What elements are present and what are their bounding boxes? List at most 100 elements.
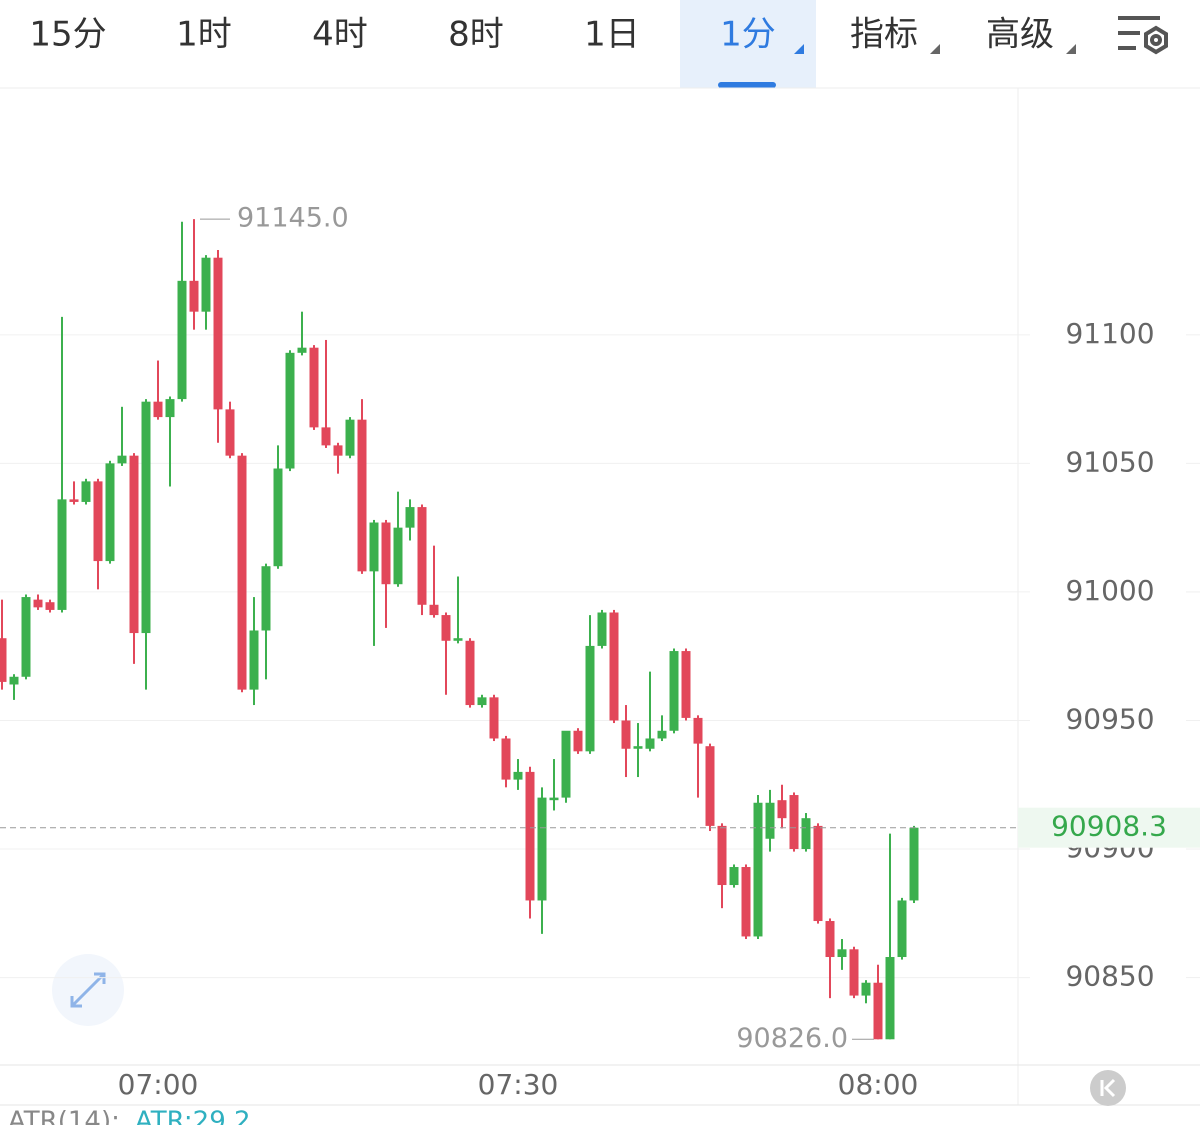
candle-body (681, 651, 691, 718)
candle-body (765, 802, 775, 839)
candle-body (597, 612, 607, 646)
last-price-box (1018, 807, 1200, 848)
candle-body (225, 409, 235, 456)
candle-body (633, 746, 643, 749)
candle-body (885, 957, 895, 1040)
candle-body (357, 419, 367, 572)
candle-body (0, 638, 7, 682)
candle-body (165, 399, 175, 418)
low-label: 90826.0 (736, 1023, 848, 1054)
candle-body (213, 257, 223, 410)
candle-body (141, 401, 151, 634)
y-tick-label: 90950 (1065, 702, 1154, 735)
candle-body (717, 825, 727, 886)
tab[interactable]: 4时 (312, 15, 368, 55)
indicator-name: ATR(14): (8, 1107, 120, 1125)
active-tab-underline (718, 82, 776, 88)
tab-bar (0, 0, 1200, 88)
tab[interactable]: 高级 (986, 15, 1054, 55)
candle-body (477, 697, 487, 706)
candle-body (561, 730, 571, 798)
candle-body (21, 597, 31, 677)
candle-body (621, 720, 631, 749)
candle-body (201, 257, 211, 312)
candle-body (105, 463, 115, 562)
candle-body (657, 730, 667, 739)
x-tick-label: 07:30 (478, 1068, 559, 1101)
x-tick-label: 08:00 (838, 1068, 919, 1101)
candle-body (837, 949, 847, 958)
candle-body (513, 771, 523, 780)
y-tick-label: 90850 (1065, 960, 1154, 993)
tab[interactable]: 1分 (720, 15, 776, 55)
tab[interactable]: 指标 (850, 15, 918, 55)
candle-body (789, 795, 799, 850)
candle-body (369, 522, 379, 572)
candle-body (645, 738, 655, 749)
candle-body (669, 651, 679, 731)
tab[interactable]: 8时 (448, 15, 504, 55)
candle-body (753, 802, 763, 937)
candle-body (441, 615, 451, 641)
candle-body (537, 797, 547, 901)
expand-button[interactable] (52, 954, 124, 1026)
candle-body (177, 280, 187, 400)
candle-body (417, 507, 427, 605)
candle-body (117, 455, 127, 464)
high-label: 91145.0 (237, 203, 349, 234)
tab-dropdown-mark (1066, 44, 1076, 54)
candle-body (549, 797, 559, 801)
candle-body (741, 867, 751, 937)
candle-body (237, 455, 247, 690)
candle-body (321, 427, 331, 446)
candle-body (489, 697, 499, 739)
candle-body (429, 604, 439, 616)
y-tick-label: 91100 (1065, 317, 1154, 350)
candle-body (453, 638, 463, 641)
candle-body (585, 645, 595, 752)
candle-body (249, 630, 259, 690)
settings-icon[interactable] (1118, 16, 1168, 55)
candle-body (609, 612, 619, 721)
candle-body (501, 738, 511, 780)
candle-body (45, 602, 55, 610)
candle-body (129, 455, 139, 634)
candle-body (465, 640, 475, 706)
candle-body (777, 800, 787, 819)
candle-body (93, 481, 103, 562)
candle-body (801, 818, 811, 850)
candle-body (861, 982, 871, 996)
tab[interactable]: 15分 (29, 15, 106, 55)
candle-body (69, 499, 79, 502)
y-tick-label: 91000 (1065, 574, 1154, 607)
last-price-label: 90908.3 (1051, 810, 1167, 843)
candle-body (873, 982, 883, 1040)
tab-dropdown-mark (930, 44, 940, 54)
candle-body (393, 527, 403, 585)
active-tab-bg (680, 0, 816, 88)
candle-body (813, 825, 823, 922)
candle-body (153, 401, 163, 418)
candle-body (9, 676, 19, 685)
candle-body (297, 347, 307, 353)
candle-body (381, 522, 391, 585)
candle-body (705, 746, 715, 826)
candle-body (405, 507, 415, 528)
candle-body (81, 481, 91, 502)
candle-body (57, 499, 67, 610)
x-tick-label: 07:00 (118, 1068, 199, 1101)
candle-body (345, 419, 355, 456)
candle-body (189, 280, 199, 312)
candle-body (909, 827, 919, 901)
tab[interactable]: 1时 (176, 15, 232, 55)
candle-body (33, 599, 43, 608)
candle-body (261, 566, 271, 631)
candle-body (285, 352, 295, 469)
scroll-latest-button[interactable] (1090, 1070, 1126, 1106)
candle-body (333, 445, 343, 456)
y-tick-label: 91050 (1065, 445, 1154, 478)
candle-body (693, 717, 703, 744)
tab[interactable]: 1日 (584, 15, 640, 55)
indicator-value: ATR:29.2 (135, 1107, 251, 1125)
